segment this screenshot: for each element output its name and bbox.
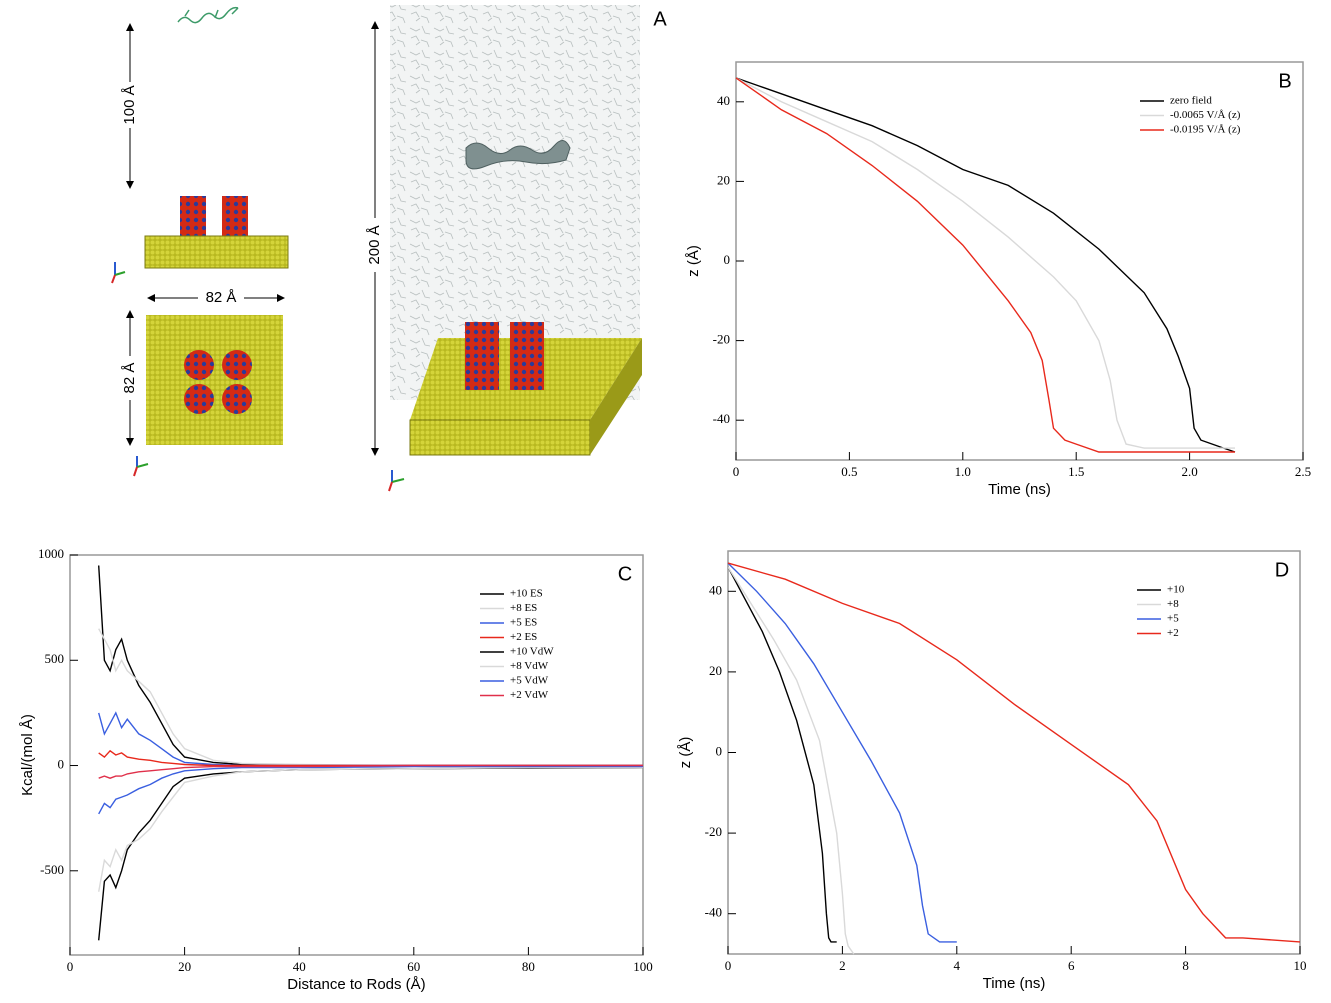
y-axis-title: z (Å)	[685, 245, 702, 277]
y-tick-label: 40	[717, 93, 730, 108]
y-tick-label: 40	[709, 582, 722, 597]
legend-label: +8 VdW	[510, 660, 549, 672]
plot-frame	[735, 61, 1304, 461]
panel-a: 100 Å 82 Å 82 Å 200 Å A	[111, 5, 667, 492]
rods-top-view	[184, 350, 252, 414]
panel-label: C	[618, 563, 632, 585]
dimension-label: 82 Å	[121, 363, 138, 394]
legend-label: +5	[1167, 613, 1179, 625]
legend-label: +5 ES	[510, 617, 537, 629]
panel-label: A	[653, 8, 667, 30]
series-line	[727, 566, 837, 943]
series-line	[98, 765, 643, 815]
y-tick-label: -40	[705, 905, 722, 920]
y-tick-label: 0	[716, 743, 723, 758]
x-tick-label: 40	[293, 959, 306, 974]
legend-label: +2	[1167, 627, 1179, 639]
slab	[144, 235, 289, 269]
y-tick-label: 0	[724, 252, 731, 267]
y-tick-label: -20	[713, 332, 730, 347]
panel-label: D	[1275, 559, 1289, 581]
x-tick-label: 1.0	[955, 464, 971, 479]
x-tick-label: 2	[839, 958, 846, 973]
x-tick-label: 0	[733, 464, 740, 479]
axes-triad	[111, 262, 126, 284]
legend-label: +10	[1167, 584, 1185, 596]
panel-label: B	[1278, 70, 1291, 92]
x-tick-label: 4	[954, 958, 961, 973]
y-tick-label: -40	[713, 411, 730, 426]
x-tick-label: 0.5	[841, 464, 857, 479]
legend-label: +2 VdW	[510, 689, 549, 701]
x-tick-label: 0	[67, 959, 74, 974]
axes-triad	[133, 456, 149, 477]
legend-label: +10 ES	[510, 588, 543, 600]
axes-triad	[388, 470, 405, 492]
x-tick-label: 60	[407, 959, 420, 974]
x-axis-title: Time (ns)	[988, 481, 1051, 498]
x-tick-label: 1.5	[1068, 464, 1084, 479]
plot-frame	[69, 554, 644, 956]
legend-label: zero field	[1170, 95, 1212, 107]
molecule	[465, 140, 571, 170]
series-line	[727, 566, 855, 955]
dimension-label: 100 Å	[121, 85, 138, 124]
legend-label: -0.0195 V/Å (z)	[1170, 124, 1241, 136]
series-line	[735, 77, 1235, 449]
slab-top-view	[146, 315, 283, 445]
plot-frame	[727, 550, 1301, 955]
x-tick-label: 6	[1068, 958, 1075, 973]
x-tick-label: 10	[1294, 958, 1307, 973]
series-line	[98, 628, 643, 767]
x-tick-label: 100	[633, 959, 653, 974]
x-tick-label: 2.0	[1181, 464, 1197, 479]
dimension-label: 82 Å	[206, 289, 237, 306]
x-tick-label: 2.5	[1295, 464, 1311, 479]
series-line	[727, 562, 1301, 943]
x-tick-label: 20	[178, 959, 191, 974]
series-line	[98, 766, 644, 941]
dimension-label: 200 Å	[366, 225, 383, 264]
x-axis-title: Distance to Rods (Å)	[287, 976, 425, 993]
legend-label: +8 ES	[510, 602, 537, 614]
rod	[510, 322, 544, 390]
slab-side	[590, 338, 642, 455]
legend-label: -0.0065 V/Å (z)	[1170, 109, 1241, 121]
x-axis-title: Time (ns)	[983, 975, 1046, 992]
slab-front	[409, 419, 591, 456]
y-tick-label: 20	[717, 172, 730, 187]
y-tick-label: 1000	[38, 546, 64, 561]
x-tick-label: 80	[522, 959, 535, 974]
y-tick-label: 0	[58, 757, 65, 772]
series-line	[98, 565, 643, 767]
y-axis-title: Kcal/(mol Å)	[19, 714, 36, 796]
legend-label: +8	[1167, 598, 1179, 610]
legend-label: +2 ES	[510, 631, 537, 643]
series-line	[735, 77, 1236, 453]
series-line	[735, 77, 1235, 453]
legend-label: +10 VdW	[510, 646, 554, 658]
series-line	[98, 749, 643, 767]
series-line	[727, 562, 957, 943]
rod	[222, 196, 248, 236]
series-line	[98, 764, 643, 779]
y-tick-label: -500	[40, 862, 64, 877]
series-line	[98, 711, 643, 767]
x-tick-label: 8	[1182, 958, 1189, 973]
y-tick-label: 20	[709, 663, 722, 678]
series-line	[98, 766, 643, 892]
rod	[180, 196, 206, 236]
y-tick-label: 500	[45, 651, 65, 666]
legend-label: +5 VdW	[510, 675, 549, 687]
x-tick-label: 0	[725, 958, 732, 973]
y-tick-label: -20	[705, 824, 722, 839]
rod	[465, 322, 499, 390]
molecule	[177, 6, 239, 24]
y-axis-title: z (Å)	[677, 737, 694, 769]
